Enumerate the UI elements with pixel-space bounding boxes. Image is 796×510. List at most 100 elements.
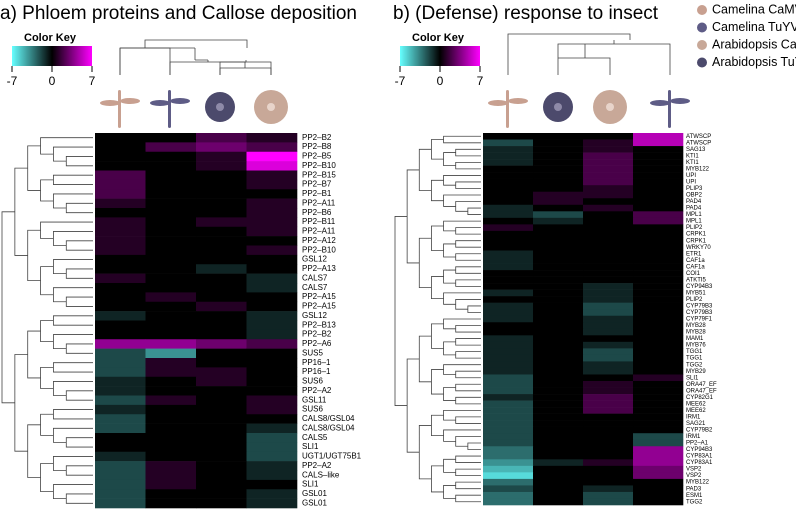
heatmap-cell [533,446,584,454]
row-label: CALS8/GSL04 [302,414,355,423]
heatmap-cell [95,283,146,293]
panel-title: a) Phloem proteins and Callose depositio… [0,3,357,24]
heatmap-cell [483,243,534,251]
heatmap-cell [533,407,584,414]
heatmap-cell [533,354,584,362]
heatmap-cell [246,151,298,162]
row-label: UPI [686,180,696,186]
heatmap-cell [633,204,684,212]
heatmap-cell [196,414,247,424]
heatmap-cell [633,361,684,369]
heatmap-cell [196,358,247,368]
heatmap-cell [95,264,146,274]
heatmap-cell [145,479,197,490]
heatmap-cell [145,414,197,424]
heatmap-cell [483,407,534,414]
row-label: PP2–B11 [302,217,336,226]
color-key-tick-label: 7 [477,74,484,88]
heatmap-cell [196,348,247,359]
heatmap-cell [633,394,684,401]
heatmap-cell [145,273,197,284]
heatmap-cell [483,302,534,310]
row-label: ETR1 [686,251,702,257]
heatmap-cell [95,226,146,237]
heatmap-cell [583,328,634,336]
row-label: PP2–B2 [302,133,332,142]
heatmap-cell [95,320,146,331]
heatmap-cell [583,172,634,179]
row-label: MPL1 [686,212,702,218]
heatmap-cell [483,361,534,369]
heatmap-cell [533,191,584,199]
heatmap-cell [246,395,298,406]
heatmap-cell [633,452,684,460]
row-label: TGG1 [686,349,703,355]
heatmap-cell [95,404,146,415]
row-label: PP2–A15 [302,292,336,301]
heatmap-cell [583,315,634,323]
row-label: SLI1 [686,375,699,381]
heatmap-cell [145,264,197,274]
row-label: PP2–B15 [302,170,336,179]
heatmap-cell [246,376,298,387]
heatmap-cell [246,273,298,284]
row-label: PP2–B1 [302,189,332,198]
heatmap-cell [246,461,298,471]
heatmap-cell [483,465,534,473]
heatmap-cell [145,245,197,256]
heatmap-cell [583,250,634,258]
heatmap-cell [95,198,146,209]
row-label: VSP2 [686,467,702,473]
heatmap-cell [583,185,634,193]
heatmap-cell [246,189,298,199]
heatmap-cell [145,133,197,143]
row-label: ATWSCP [686,134,711,140]
heatmap-cell [633,257,684,264]
row-label: GSL11 [302,395,327,404]
heatmap-cell [95,292,146,303]
heatmap-cell [145,236,197,246]
heatmap-cell [483,133,534,140]
row-label: PP2–A11 [302,227,336,236]
row-label: KTI1 [686,160,699,166]
heatmap-cell [95,414,146,424]
heatmap-cell [633,446,684,454]
heatmap-cell [145,311,197,321]
heatmap-cell [533,237,584,245]
heatmap-cell [483,198,534,206]
heatmap-cell [583,407,634,414]
heatmap-cell [145,142,197,153]
heatmap-cell [196,179,247,190]
row-label: CALS7 [302,273,328,282]
row-dendrogram [1,137,93,504]
heatmap-cell [483,191,534,199]
heatmap-cell [533,348,584,356]
heatmap-cell [196,236,247,246]
row-label: OBP2 [686,193,703,199]
heatmap-cell [533,283,584,290]
heatmap-cell [533,152,584,160]
heatmap-cell [533,270,584,277]
row-label: ORA47_EF [686,382,717,388]
heatmap-cell [483,387,534,395]
heatmap-cell [196,433,247,443]
heatmap-cell [483,472,534,480]
heatmap-cell [145,217,197,228]
row-label: PP16–1 [302,358,331,367]
row-label: PP2–B13 [302,320,336,329]
heatmap-cell [483,348,534,356]
heatmap-cell [95,301,146,312]
row-label: SUS6 [302,405,323,414]
heatmap-cell [533,387,584,395]
row-label: PLIP2 [686,225,703,231]
row-label: GSL12 [302,255,327,264]
heatmap-cell [246,226,298,237]
row-label: CRPK1 [686,238,707,244]
heatmap-cell [533,485,584,493]
row-label: SAG21 [686,421,706,427]
heatmap-cell [533,211,584,219]
heatmap-cell [145,208,197,218]
color-key-title: Color Key [24,32,77,44]
heatmap-cell [633,367,684,375]
heatmap-cell [196,442,247,453]
